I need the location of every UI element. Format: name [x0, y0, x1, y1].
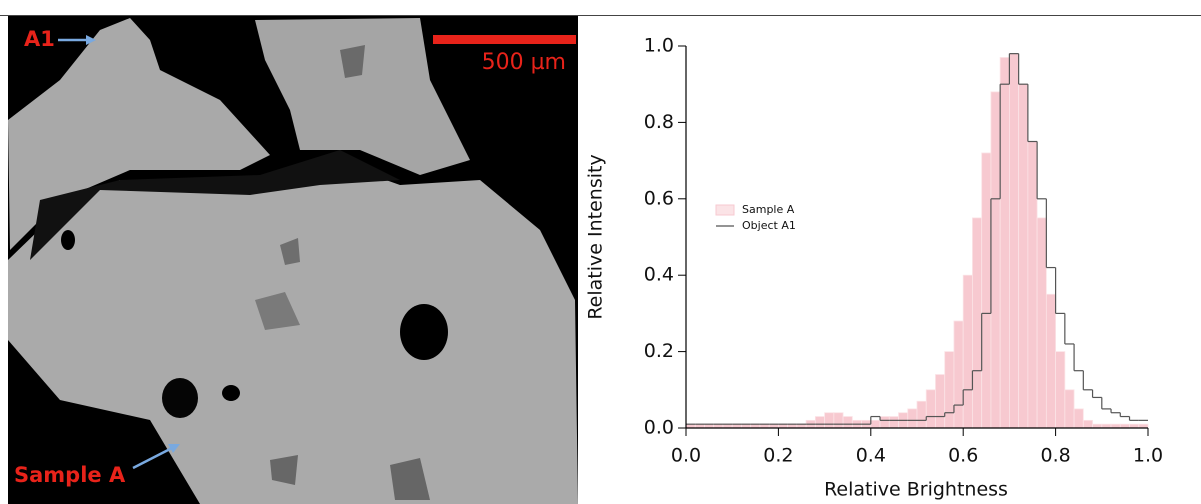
- inclusion: [390, 458, 430, 500]
- y-tick-label: 1.0: [644, 35, 674, 57]
- y-tick-label: 0.6: [644, 187, 674, 209]
- crack: [30, 150, 400, 260]
- bar: [962, 274, 973, 429]
- bar: [916, 400, 927, 429]
- bar: [814, 416, 825, 429]
- y-tick-label: 0.8: [644, 111, 674, 133]
- inclusion: [280, 238, 300, 265]
- bar: [1009, 53, 1020, 429]
- bar: [953, 320, 964, 429]
- legend-swatch: [715, 204, 735, 216]
- bar: [1055, 351, 1066, 429]
- bar: [1018, 83, 1029, 429]
- inclusion: [255, 292, 300, 330]
- bar: [888, 416, 899, 429]
- bar: [1073, 408, 1084, 429]
- y-axis-title: Relative Intensity: [585, 154, 607, 319]
- sample-label: Sample A: [14, 463, 126, 487]
- bar: [1036, 217, 1047, 429]
- bar: [944, 351, 955, 429]
- arrow-head: [86, 35, 96, 45]
- bar: [1064, 389, 1075, 429]
- x-tick-label: 1.0: [1133, 445, 1163, 467]
- bar: [972, 217, 983, 429]
- bar: [1082, 419, 1093, 429]
- x-tick-label: 0.6: [948, 445, 978, 467]
- bar: [824, 412, 835, 429]
- bar: [879, 416, 890, 429]
- bar: [999, 57, 1010, 429]
- arrow: [132, 446, 173, 470]
- pore: [162, 378, 198, 418]
- pore: [61, 230, 75, 250]
- bar: [833, 412, 844, 429]
- bar: [842, 416, 853, 429]
- scale-bar: [433, 35, 576, 44]
- arrow-head: [168, 444, 180, 453]
- bar: [907, 408, 918, 429]
- x-tick-label: 0.2: [763, 445, 793, 467]
- micrograph: 500 µm A1 Sample A: [8, 16, 578, 504]
- legend-label: Object A1: [742, 219, 796, 232]
- bar: [990, 91, 1001, 429]
- bar: [981, 152, 992, 429]
- y-tick-label: 0.4: [644, 264, 674, 286]
- bar: [1027, 141, 1038, 429]
- legend-label: Sample A: [742, 203, 795, 216]
- inclusion: [270, 455, 298, 485]
- legend-box: [711, 195, 835, 239]
- chart: Relative Brightness Relative Intensity 0…: [585, 35, 1164, 501]
- grain: [8, 160, 578, 504]
- x-tick-label: 0.0: [671, 445, 701, 467]
- bar: [870, 419, 881, 429]
- object-label: A1: [24, 27, 55, 51]
- y-tick-label: 0.0: [644, 417, 674, 439]
- pore: [400, 304, 448, 360]
- inclusion: [340, 45, 365, 78]
- x-tick-label: 0.8: [1040, 445, 1070, 467]
- y-tick-label: 0.2: [644, 340, 674, 362]
- bar: [925, 389, 936, 429]
- x-tick-label: 0.4: [856, 445, 886, 467]
- grain: [255, 18, 470, 175]
- bar: [935, 374, 946, 429]
- bar: [1045, 293, 1056, 429]
- x-axis-title: Relative Brightness: [824, 479, 1008, 501]
- pore: [222, 385, 240, 401]
- scale-label: 500 µm: [482, 50, 566, 75]
